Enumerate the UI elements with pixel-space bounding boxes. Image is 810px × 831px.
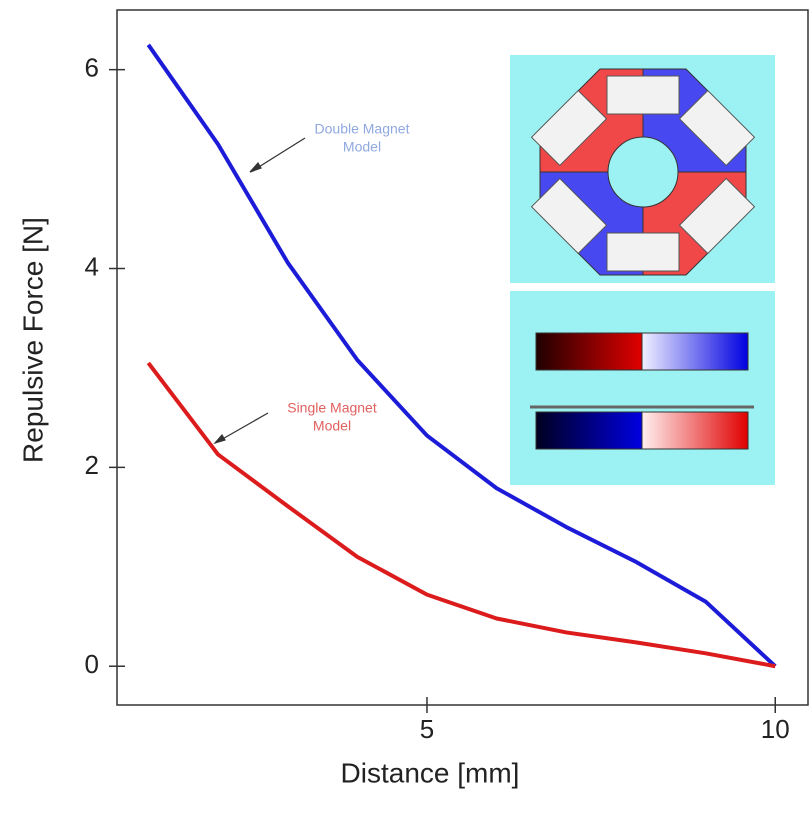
annotation: Double Magnet <box>315 121 410 137</box>
y-tick-label: 0 <box>85 649 99 679</box>
y-tick-label: 2 <box>85 450 99 480</box>
x-tick-label: 5 <box>420 714 434 744</box>
y-axis-label: Repulsive Force [N] <box>17 217 48 463</box>
y-tick-label: 6 <box>85 53 99 83</box>
inset-bottom <box>510 291 775 485</box>
y-tick-label: 4 <box>85 251 99 281</box>
x-axis-label: Distance [mm] <box>341 757 520 788</box>
page: {"chart_data": {"type": "line", "x_label… <box>0 0 810 831</box>
inset-top <box>510 55 775 284</box>
chart: Distance [mm] Repulsive Force [N] 5 10 0 2 4… <box>0 0 810 826</box>
annotation: Model <box>343 139 381 155</box>
x-tick-label: 10 <box>761 714 790 744</box>
annotation: Model <box>313 418 351 434</box>
annotation-arrows <box>215 138 305 443</box>
annotation: Single Magnet <box>287 400 377 416</box>
